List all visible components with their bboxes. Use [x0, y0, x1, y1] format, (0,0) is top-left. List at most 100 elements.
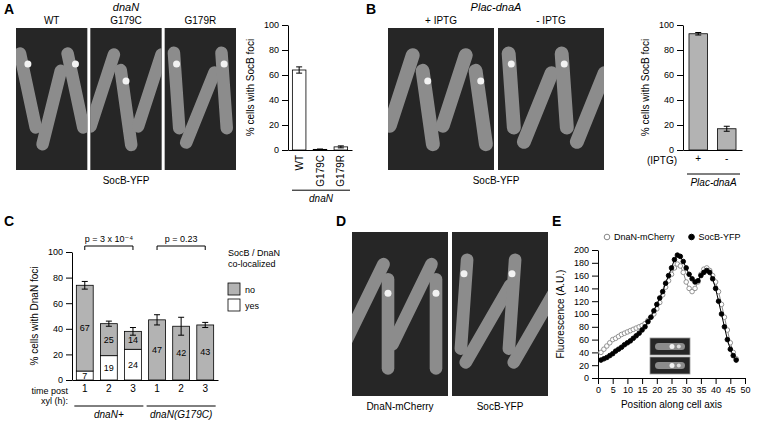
tick: 100 — [574, 309, 598, 319]
figure: ABCDEdnaNWTG179CG179RSocB-YFPPlac-dnaA+ … — [0, 0, 759, 431]
focus — [461, 270, 468, 277]
cell — [35, 63, 68, 151]
plot-area — [292, 67, 347, 150]
tick: 0 — [58, 375, 72, 385]
tick: 100 — [659, 20, 683, 30]
image-panel: DnaN-mCherrySocB-YFP — [336, 232, 567, 412]
focus — [561, 61, 568, 68]
cell — [505, 277, 548, 371]
tick-mark — [66, 252, 72, 253]
bar — [125, 349, 142, 380]
point — [646, 319, 651, 324]
tick-label: 5 — [611, 385, 616, 395]
tick: 1 — [82, 383, 88, 394]
axis-title: time postxyl (h): — [31, 386, 68, 406]
tick-mark — [745, 378, 746, 384]
point — [678, 264, 683, 269]
tick-label: 160 — [574, 271, 589, 281]
tick-label: 0 — [669, 145, 674, 155]
axis-line — [289, 150, 353, 151]
point — [693, 286, 698, 291]
bar — [334, 147, 348, 150]
tick-mark — [672, 378, 673, 384]
point — [707, 270, 712, 275]
focus — [221, 61, 228, 68]
tick: 40 — [579, 348, 598, 358]
cell — [434, 46, 474, 134]
tick: 40 — [53, 324, 72, 334]
panel-header: dnaN — [113, 1, 139, 13]
group-bracket — [292, 190, 350, 191]
tick-label: 100 — [264, 20, 279, 30]
tick: 35 — [696, 378, 706, 395]
significance-bracket — [85, 246, 133, 250]
legend-title: SocB / DnaNco-localized — [228, 248, 280, 269]
tick-label: 80 — [664, 45, 674, 55]
tick-mark — [66, 278, 72, 279]
data-labels: 71924672514474243 — [80, 323, 210, 380]
error-bar — [130, 328, 136, 336]
tick-mark — [592, 352, 598, 353]
error-bar — [296, 67, 302, 73]
tick: 80 — [664, 45, 683, 55]
group-label: dnaN — [309, 193, 334, 204]
image-label: WT — [44, 15, 60, 26]
cell — [114, 63, 139, 152]
cell — [501, 46, 521, 135]
micrograph — [381, 28, 494, 170]
point — [725, 337, 730, 342]
tick: 100 — [264, 20, 288, 30]
group-bracket — [147, 406, 216, 407]
tick: 2 — [178, 383, 184, 394]
legend-marker — [689, 234, 695, 240]
tick-mark — [282, 125, 288, 126]
image-panel: Plac-dnaA+ IPTG- IPTGSocB-YFP — [381, 1, 614, 186]
axis: 020406080100 — [264, 20, 289, 155]
tick-label: 15 — [638, 385, 648, 395]
tick: 20 — [664, 120, 683, 130]
image-background — [352, 232, 448, 396]
tick: 200 — [574, 245, 598, 255]
point — [666, 273, 671, 278]
point — [678, 254, 683, 259]
tick-mark — [677, 25, 683, 26]
cell — [430, 273, 443, 375]
cell — [655, 343, 685, 350]
tick-label: 1 — [154, 383, 160, 394]
tick-label: 50 — [740, 385, 750, 395]
tick-label: 40 — [711, 385, 721, 395]
tick-label: 140 — [574, 284, 589, 294]
legend-label: yes — [245, 301, 260, 311]
tick-mark — [66, 329, 72, 330]
tick: 60 — [269, 70, 288, 80]
axis-title: % cells with DnaN foci — [29, 267, 40, 366]
error-bar — [695, 33, 701, 36]
tick-label: 0 — [584, 373, 589, 383]
point — [643, 325, 648, 330]
axis-line — [72, 253, 73, 381]
tick-mark — [677, 125, 683, 126]
tick-label: 35 — [696, 385, 706, 395]
image-background — [165, 28, 236, 170]
point — [687, 272, 692, 277]
focus — [508, 61, 515, 68]
legend-swatch — [228, 299, 240, 311]
tick: 60 — [664, 70, 683, 80]
focus — [477, 78, 484, 85]
tick: 20 — [579, 361, 598, 371]
tick-mark — [677, 100, 683, 101]
tick-label: 45 — [726, 385, 736, 395]
focus — [72, 61, 79, 68]
legend: DnaN-mCherrySocB-YFP — [604, 232, 740, 242]
point — [652, 309, 657, 314]
legend-swatch — [228, 283, 240, 295]
tick-label: - — [725, 153, 728, 164]
point — [684, 266, 689, 271]
error-bar — [724, 126, 730, 131]
focus — [123, 78, 130, 85]
bar-chart: 020406080100WTG179CG179R% cells with Soc… — [245, 20, 353, 204]
error-bar — [338, 146, 344, 148]
tick: 80 — [269, 45, 288, 55]
point — [684, 280, 689, 285]
tick-label: 20 — [53, 350, 63, 360]
